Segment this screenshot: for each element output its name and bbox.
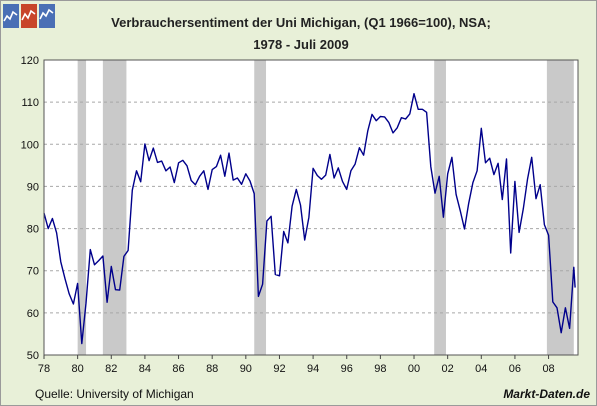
recession-band [546, 60, 574, 355]
recession-band [102, 60, 127, 355]
x-tick-label: 90 [240, 363, 252, 375]
y-tick-label: 100 [21, 139, 39, 151]
y-tick-label: 110 [21, 97, 39, 109]
x-tick-label: 88 [206, 363, 218, 375]
series-line [43, 92, 576, 345]
x-tick-label: 78 [38, 363, 50, 375]
plot-border [43, 59, 579, 356]
brand-label: Markt-Daten.de [503, 387, 590, 401]
chart-subtitle: 1978 - Juli 2009 [253, 37, 349, 52]
x-tick-label: 82 [105, 363, 117, 375]
x-tick-label: 96 [341, 363, 353, 375]
y-tick-label: 50 [27, 350, 39, 362]
x-tick-label: 86 [172, 363, 184, 375]
x-tick-label: 00 [408, 363, 420, 375]
y-tick-label: 80 [27, 224, 39, 236]
plot-area [44, 60, 578, 355]
x-tick-label: 08 [542, 363, 554, 375]
x-tick-label: 04 [475, 363, 487, 375]
recession-band [254, 60, 267, 355]
logo-icon [3, 4, 55, 28]
x-tick-label: 80 [72, 363, 84, 375]
x-tick-label: 84 [139, 363, 151, 375]
y-tick-label: 60 [27, 308, 39, 320]
recession-band [434, 60, 446, 355]
y-tick-label: 120 [21, 55, 39, 67]
x-tick-label: 02 [442, 363, 454, 375]
chart-title: Verbrauchersentiment der Uni Michigan, (… [111, 15, 491, 30]
x-tick-label: 92 [273, 363, 285, 375]
x-tick-label: 98 [374, 363, 386, 375]
x-tick-label: 94 [307, 363, 319, 375]
source-label: Quelle: University of Michigan [35, 387, 194, 401]
recession-band [77, 60, 87, 355]
y-tick-label: 90 [27, 181, 39, 193]
y-tick-label: 70 [27, 266, 39, 278]
x-tick-label: 06 [509, 363, 521, 375]
